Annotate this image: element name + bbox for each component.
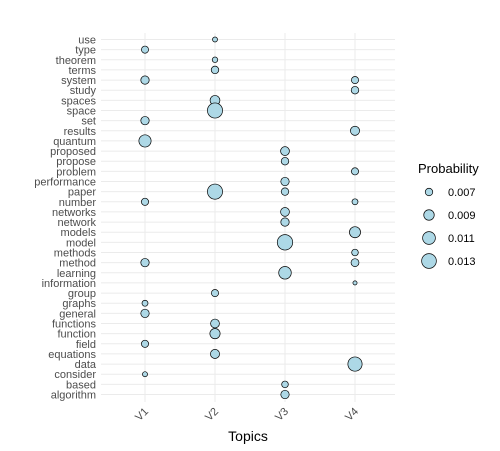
y-tick-use: use (78, 35, 96, 47)
point-V2-theorem (211, 56, 219, 63)
legend-label-0.013: 0.013 (448, 256, 476, 268)
legend-label-0.009: 0.009 (448, 210, 476, 222)
data-points (138, 36, 363, 400)
point-V4-system (351, 76, 359, 85)
point-V1-method (140, 258, 150, 268)
point-V3-learning (278, 266, 292, 280)
x-tick-V3: V3 (273, 406, 291, 424)
x-tick-V1: V1 (133, 406, 151, 424)
x-axis-title: Topics (228, 428, 268, 444)
point-V2-terms (210, 65, 220, 75)
y-tick-study: study (70, 85, 97, 97)
y-tick-theorem: theorem (56, 55, 96, 67)
y-tick-paper: paper (68, 187, 96, 199)
y-tick-models: models (61, 227, 97, 239)
y-tick-set: set (81, 116, 96, 128)
y-tick-field: field (76, 339, 96, 351)
y-tick-networks: networks (52, 207, 97, 219)
point-V1-system (140, 75, 150, 85)
y-tick-based: based (66, 379, 96, 391)
point-V3-network (280, 217, 290, 227)
legend-title: Probability (418, 161, 479, 176)
y-tick-problem: problem (56, 166, 96, 178)
legend-key-0.007 (424, 187, 434, 197)
y-tick-space: space (67, 106, 96, 118)
y-tick-results: results (64, 126, 97, 138)
point-V4-study (350, 86, 360, 95)
y-tick-methods: methods (54, 248, 97, 260)
grid-lines (101, 33, 395, 402)
point-V3-model (276, 234, 294, 251)
point-V1-graphs (141, 299, 149, 307)
legend-label-0.007: 0.007 (448, 187, 476, 199)
point-V3-propose (280, 157, 290, 166)
point-V4-data (347, 356, 363, 372)
point-V4-models (349, 226, 361, 239)
x-axis-tick-labels: V1 V2 V3 V4 (133, 406, 361, 424)
y-tick-function: function (57, 329, 96, 341)
point-V3-based (281, 380, 289, 389)
y-tick-type: type (75, 45, 96, 57)
legend: Probability 0.007 0.009 0.011 0.013 (418, 161, 479, 269)
y-tick-model: model (66, 237, 96, 249)
point-V3-paper (280, 187, 290, 196)
y-tick-quantum: quantum (53, 136, 96, 148)
point-V2-space (207, 102, 223, 119)
y-tick-learning: learning (57, 268, 96, 280)
y-tick-propose: propose (56, 156, 96, 168)
point-V1-consider (142, 371, 148, 378)
point-V1-type (141, 45, 149, 54)
y-tick-method: method (59, 258, 96, 270)
y-tick-consider: consider (54, 369, 96, 381)
x-tick-V2: V2 (203, 406, 221, 424)
point-V2-functions (210, 318, 220, 329)
point-V4-information (352, 280, 358, 286)
y-tick-number: number (59, 197, 97, 209)
legend-key-0.013 (421, 253, 437, 269)
y-tick-functions: functions (52, 319, 97, 331)
point-V3-proposed (280, 146, 290, 156)
y-tick-equations: equations (48, 349, 96, 361)
y-tick-algorithm: algorithm (51, 390, 96, 402)
point-V1-quantum (138, 134, 152, 148)
point-V4-results (350, 125, 360, 136)
point-V1-field (141, 339, 149, 348)
point-V4-problem (351, 167, 359, 176)
y-tick-general: general (59, 308, 96, 320)
point-V2-use (212, 36, 218, 43)
point-V2-paper (207, 183, 223, 200)
y-tick-information: information (42, 278, 96, 290)
point-V4-methods (351, 248, 359, 257)
point-V1-set (140, 116, 150, 126)
y-tick-network: network (57, 217, 96, 229)
point-V3-networks (280, 207, 290, 217)
point-V3-performance (280, 176, 290, 187)
point-V2-group (211, 289, 219, 298)
y-tick-terms: terms (69, 65, 97, 77)
point-V2-function (209, 328, 221, 340)
legend-key-0.011 (422, 231, 436, 245)
point-V2-equations (210, 349, 220, 359)
legend-label-0.011: 0.011 (448, 233, 475, 245)
point-V3-algorithm (280, 389, 290, 400)
x-tick-V4: V4 (343, 406, 361, 424)
point-V1-number (141, 197, 149, 206)
y-tick-proposed: proposed (50, 146, 96, 158)
y-tick-system: system (61, 75, 96, 87)
legend-key-0.009 (423, 209, 435, 221)
y-tick-graphs: graphs (62, 298, 96, 310)
y-tick-spaces: spaces (61, 95, 96, 107)
point-V1-general (140, 308, 150, 318)
y-tick-group: group (68, 288, 96, 300)
y-axis-tick-labels: algorithmbasedconsiderdataequationsfield… (34, 35, 97, 402)
y-tick-data: data (75, 359, 97, 371)
point-V4-number (351, 198, 359, 206)
y-tick-performance: performance (34, 177, 96, 189)
point-V4-method (350, 258, 360, 267)
